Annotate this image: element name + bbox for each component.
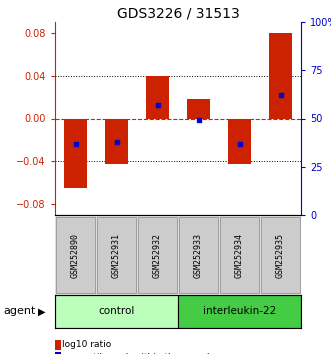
Text: ▶: ▶ <box>38 307 46 316</box>
Text: log10 ratio: log10 ratio <box>62 341 111 349</box>
Bar <box>228 119 251 164</box>
Text: control: control <box>98 307 135 316</box>
Text: percentile rank within the sample: percentile rank within the sample <box>62 353 215 354</box>
Bar <box>179 217 218 293</box>
Bar <box>55 295 178 328</box>
Text: GSM252932: GSM252932 <box>153 233 162 278</box>
Bar <box>105 119 128 164</box>
Bar <box>64 119 87 188</box>
Title: GDS3226 / 31513: GDS3226 / 31513 <box>117 7 239 21</box>
Text: GSM252934: GSM252934 <box>235 233 244 278</box>
Bar <box>220 217 259 293</box>
Text: GSM252935: GSM252935 <box>276 233 285 278</box>
Bar <box>261 217 300 293</box>
Bar <box>178 295 301 328</box>
Bar <box>97 217 136 293</box>
Text: agent: agent <box>3 307 36 316</box>
Text: interleukin-22: interleukin-22 <box>203 307 276 316</box>
Bar <box>269 33 292 119</box>
Text: GSM252933: GSM252933 <box>194 233 203 278</box>
Bar <box>146 76 169 119</box>
Text: GSM252890: GSM252890 <box>71 233 80 278</box>
Bar <box>187 99 210 119</box>
Text: GSM252931: GSM252931 <box>112 233 121 278</box>
Bar <box>138 217 177 293</box>
Bar <box>56 217 95 293</box>
